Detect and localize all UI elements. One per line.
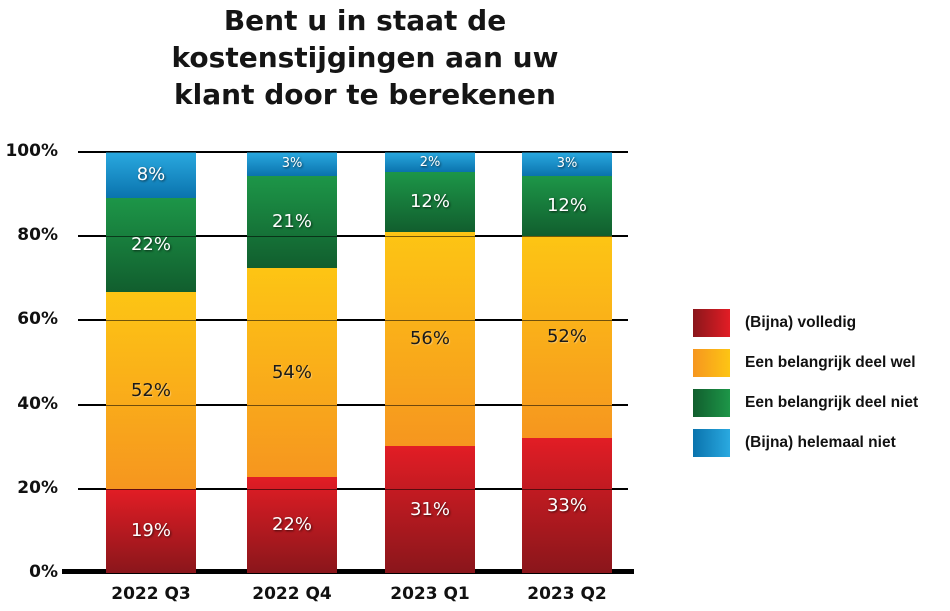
legend-item: (Bijna) helemaal niet	[693, 429, 918, 457]
legend-swatch	[693, 389, 730, 417]
segment-value-label: 31%	[409, 498, 450, 520]
bar-segment: 31%	[385, 446, 475, 574]
bar-segment: 22%	[247, 477, 337, 573]
bar-segment: 56%	[385, 232, 475, 447]
chart-title: Bent u in staat de kostenstijgingen aan …	[60, 2, 670, 113]
segment-value-label: 22%	[130, 233, 171, 255]
bar-segment: 12%	[522, 175, 612, 237]
y-tick-label: 80%	[17, 225, 58, 246]
legend-label: (Bijna) helemaal niet	[745, 434, 896, 451]
bar-segment: 52%	[522, 236, 612, 439]
bar-segment: 52%	[106, 291, 196, 490]
legend-label: (Bijna) volledig	[745, 314, 857, 331]
segment-value-label: 2%	[419, 154, 441, 170]
x-category-label: 2022 Q4	[252, 584, 332, 604]
bar-2023-q1: 2% 12% 56% 31%	[385, 152, 475, 574]
y-tick-label: 20%	[17, 477, 58, 498]
y-tick-label: 40%	[17, 393, 58, 414]
segment-value-label: 19%	[130, 520, 171, 542]
legend: (Bijna) volledig Een belangrijk deel wel E…	[693, 309, 918, 457]
bar-segment: 12%	[385, 172, 475, 233]
segment-value-label: 12%	[409, 191, 450, 213]
segment-value-label: 33%	[546, 494, 587, 516]
plot-area: 8% 22% 52% 19% 3% 21% 54% 22% 2% 12% 56% 31% 3% 12% 52…	[78, 151, 628, 574]
chart-title-line: kostenstijgingen aan uw	[171, 41, 559, 74]
bar-segment: 3%	[522, 152, 612, 176]
bar-2022-q3: 8% 22% 52% 19%	[106, 152, 196, 573]
bar-segment: 3%	[247, 152, 337, 176]
legend-swatch	[693, 309, 730, 337]
gridline-overlay	[78, 488, 628, 490]
segment-value-label: 52%	[130, 379, 171, 401]
bar-segment: 8%	[106, 152, 196, 198]
x-axis-line	[62, 569, 634, 574]
legend-item: Een belangrijk deel wel	[693, 349, 918, 377]
bar-2022-q4: 3% 21% 54% 22%	[247, 152, 337, 573]
legend-item: Een belangrijk deel niet	[693, 389, 918, 417]
x-category-label: 2023 Q2	[527, 584, 607, 604]
bar-segment: 21%	[247, 175, 337, 268]
gridline-overlay	[78, 320, 628, 322]
gridline-overlay	[78, 152, 628, 153]
gridline-overlay	[78, 404, 628, 406]
bar-segment: 2%	[385, 152, 475, 173]
legend-swatch	[693, 429, 730, 457]
segment-value-label: 54%	[271, 361, 312, 383]
chart-title-line: klant door te berekenen	[174, 78, 556, 111]
y-tick-label: 0%	[29, 562, 58, 582]
chart-title-line: Bent u in staat de	[223, 4, 507, 37]
bar-segment: 33%	[522, 438, 612, 573]
bar-segment: 22%	[106, 197, 196, 292]
x-category-label: 2023 Q1	[390, 584, 470, 604]
bar-segment: 54%	[247, 267, 337, 478]
segment-value-label: 21%	[271, 210, 312, 232]
segment-value-label: 52%	[546, 326, 587, 348]
legend-swatch	[693, 349, 730, 377]
bar-2023-q2: 3% 12% 52% 33%	[522, 152, 612, 573]
y-tick-label: 100%	[5, 141, 58, 161]
gridline-overlay	[78, 236, 628, 238]
segment-value-label: 56%	[409, 328, 450, 350]
legend-label: Een belangrijk deel niet	[745, 394, 919, 411]
segment-value-label: 8%	[136, 163, 166, 185]
segment-value-label: 22%	[271, 514, 312, 536]
y-tick-label: 60%	[17, 309, 58, 330]
legend-item: (Bijna) volledig	[693, 309, 918, 337]
segment-value-label: 12%	[546, 194, 587, 216]
segment-value-label: 3%	[556, 156, 578, 172]
bar-segment: 19%	[106, 489, 196, 573]
legend-label: Een belangrijk deel wel	[745, 354, 916, 371]
segment-value-label: 3%	[281, 156, 303, 172]
x-category-label: 2022 Q3	[111, 584, 191, 604]
